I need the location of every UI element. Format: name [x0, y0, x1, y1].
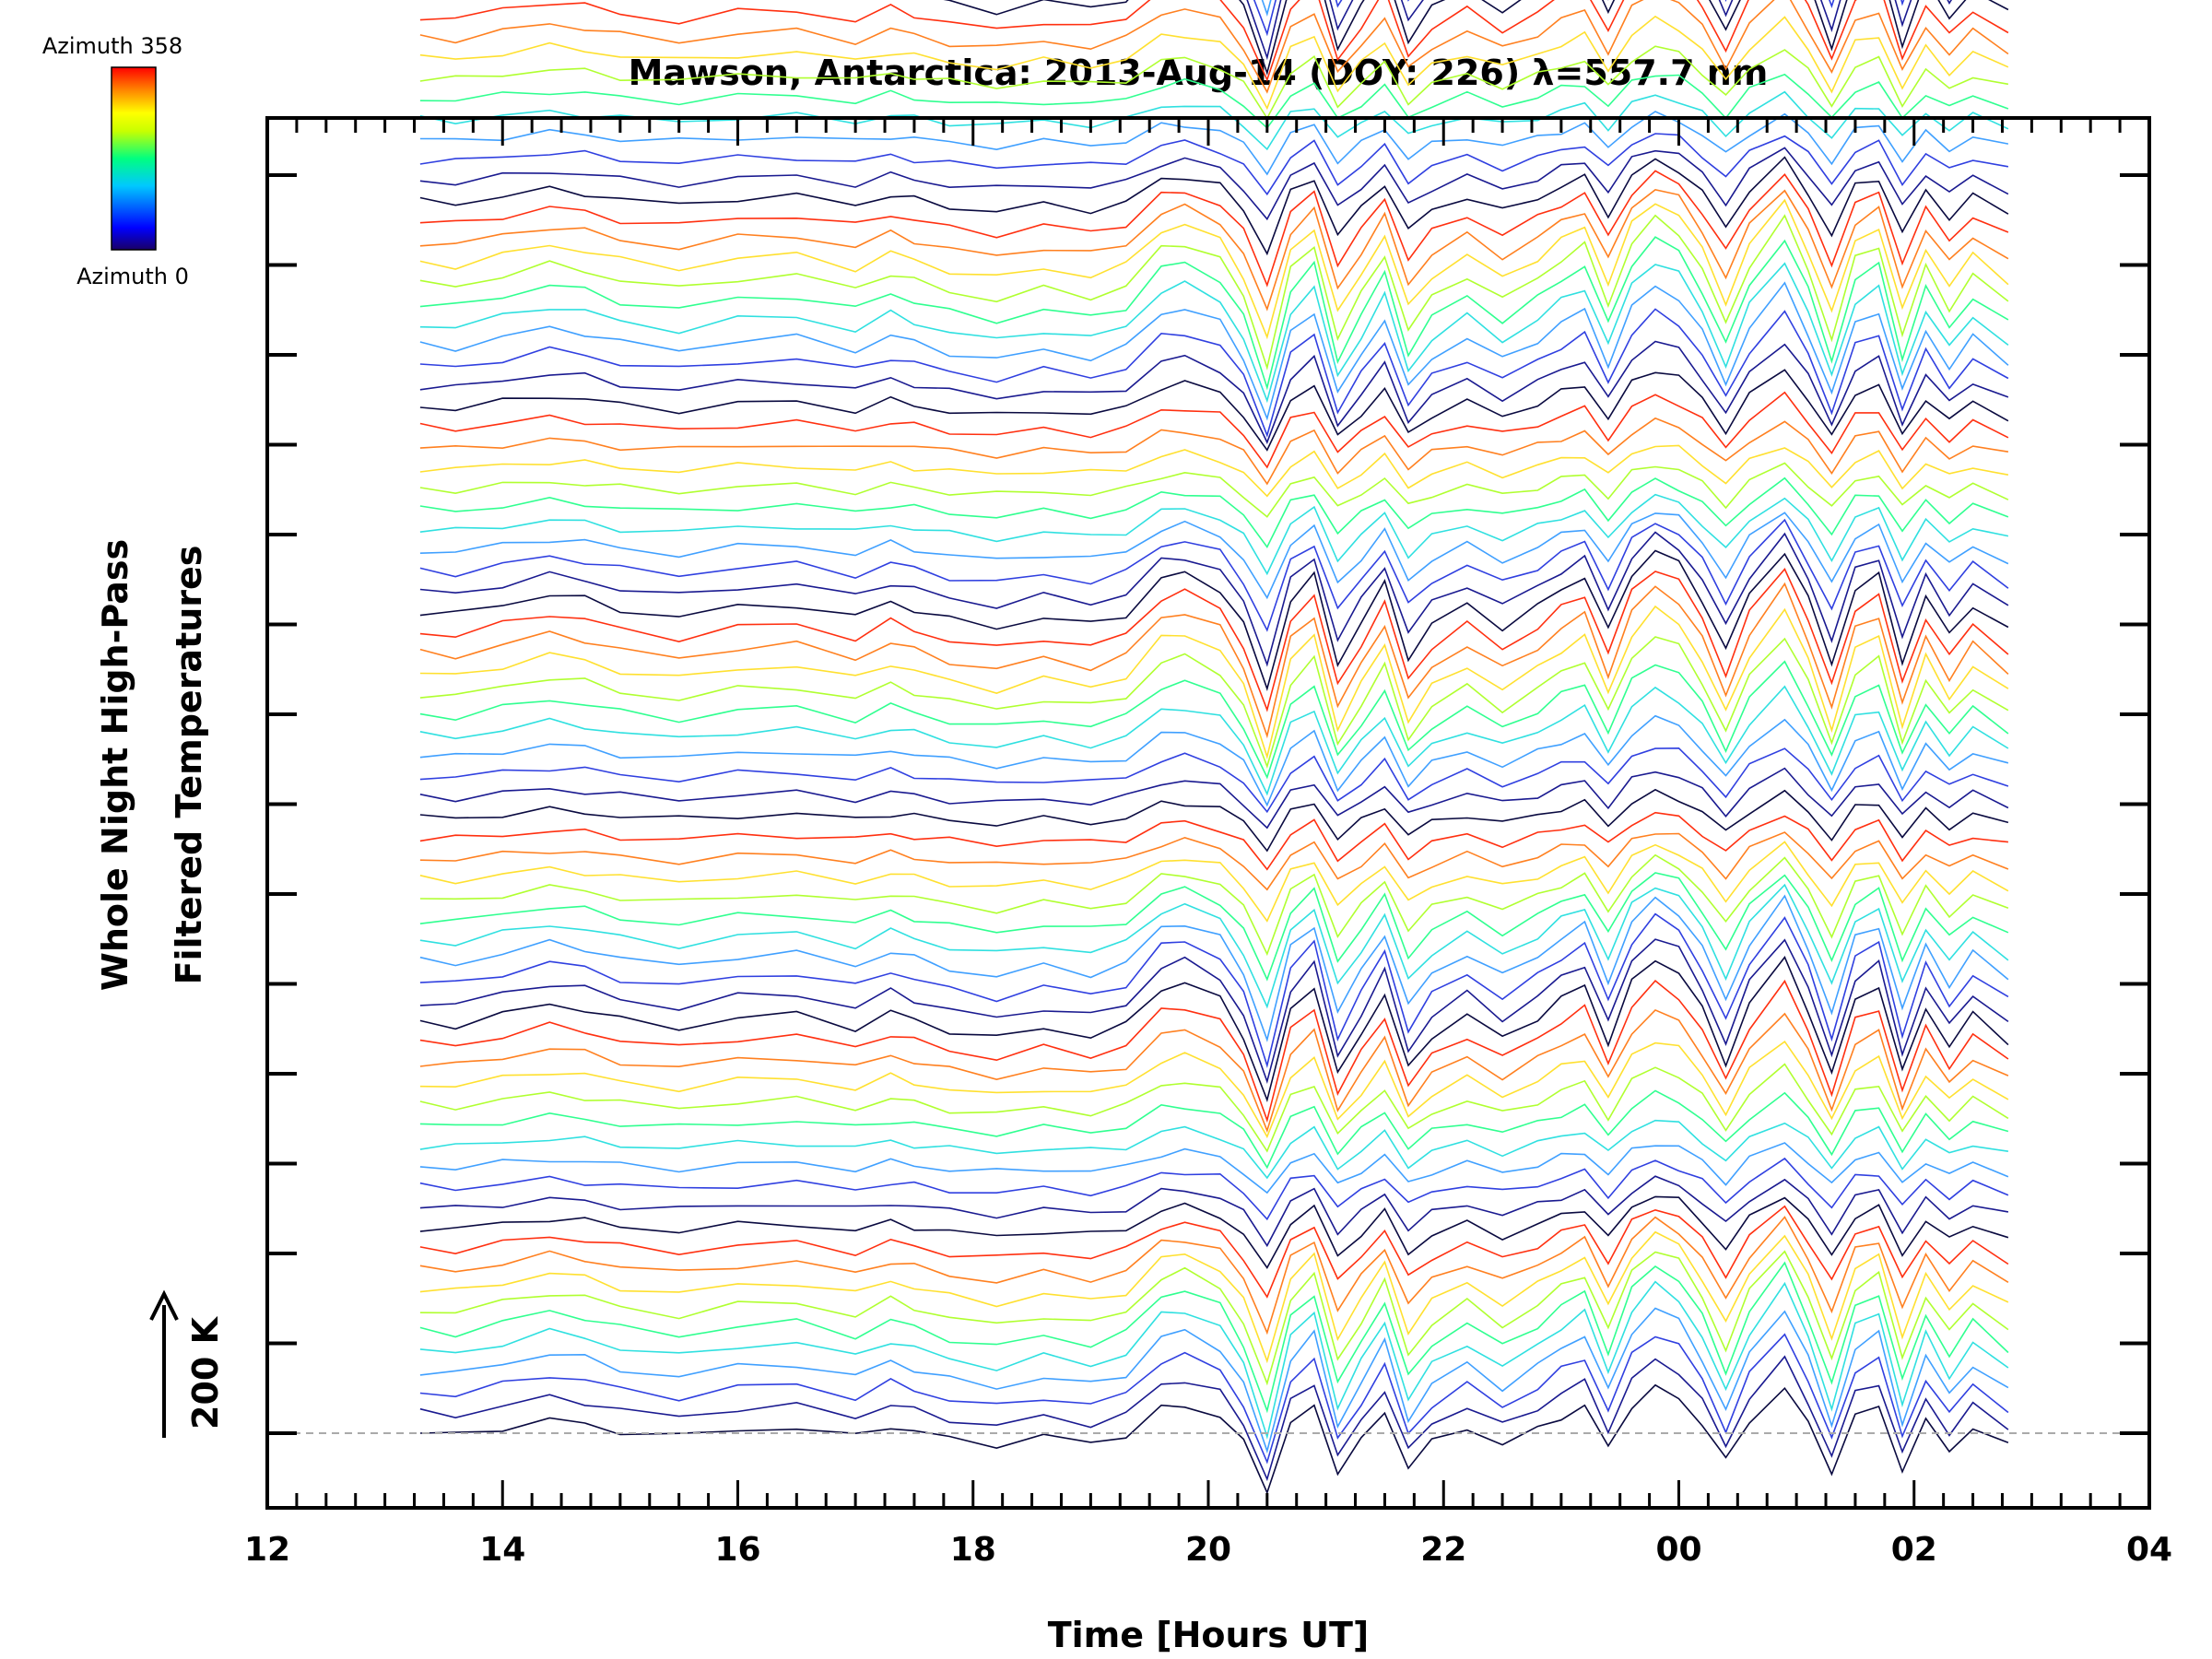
azimuth-series-line — [419, 0, 2009, 94]
azimuth-series-line — [419, 111, 2009, 176]
azimuth-series-line — [419, 462, 2009, 518]
azimuth-series-line — [419, 262, 2009, 404]
azimuth-series-line — [419, 1250, 2009, 1386]
azimuth-series-line — [419, 1175, 2009, 1248]
x-tick-label: 18 — [950, 1531, 996, 1569]
x-axis-label: Time [Hours UT] — [1048, 1615, 1370, 1655]
series-layer — [419, 0, 2009, 1495]
azimuth-series-line — [419, 1008, 2009, 1134]
azimuth-series-line — [419, 788, 2009, 853]
x-tick-label: 14 — [479, 1531, 525, 1569]
azimuth-series-line — [419, 477, 2009, 549]
azimuth-series-line — [419, 1063, 2009, 1153]
x-tick-label: 12 — [244, 1531, 290, 1569]
azimuth-series-line — [419, 15, 2009, 111]
azimuth-series-line — [1261, 0, 1272, 17]
x-tick-label: 20 — [1185, 1531, 1231, 1569]
azimuth-series-line — [419, 189, 2009, 312]
azimuth-series-line — [419, 1230, 2009, 1364]
azimuth-series-line — [419, 568, 2009, 712]
azimuth-series-line — [419, 156, 2009, 256]
azimuth-series-line — [419, 531, 2009, 667]
azimuth-series-line — [419, 493, 2009, 576]
azimuth-series-line — [419, 308, 2009, 438]
azimuth-series-line — [419, 811, 2008, 871]
azimuth-series-line — [419, 512, 2009, 600]
azimuth-series-line — [419, 340, 2009, 444]
azimuth-series-line — [419, 660, 2009, 780]
azimuth-series-line — [419, 1089, 2009, 1170]
colorbar-top-label: Azimuth 358 — [42, 33, 182, 59]
azimuth-series-line — [419, 582, 2009, 739]
azimuth-series-line — [419, 170, 2009, 288]
azimuth-series-line — [419, 1355, 2009, 1482]
azimuth-series-line — [419, 90, 2009, 151]
x-tick-label: 22 — [1420, 1531, 1466, 1569]
azimuth-series-line — [419, 1142, 2009, 1194]
azimuth-series-line — [419, 198, 2009, 340]
azimuth-series-line — [419, 391, 2009, 469]
azimuth-series-line — [419, 853, 2009, 957]
colorbar-bottom-label: Azimuth 0 — [76, 264, 189, 289]
azimuth-series-line — [419, 1383, 2009, 1495]
azimuth-series-line — [419, 831, 2009, 891]
azimuth-series-line — [419, 236, 2009, 391]
azimuth-series-line — [419, 894, 2009, 1042]
azimuth-series-line — [419, 1280, 2009, 1440]
azimuth-series-line — [419, 1216, 2009, 1335]
azimuth-series-line — [943, 0, 2009, 76]
azimuth-series-line — [419, 518, 2009, 632]
x-tick-label: 02 — [1891, 1531, 1937, 1569]
azimuth-series-line — [419, 133, 2009, 196]
azimuth-series-line — [1253, 0, 1905, 37]
azimuth-series-line — [419, 1040, 2009, 1139]
azimuth-series-line — [419, 549, 2009, 691]
azimuth-series-line — [419, 1205, 2009, 1299]
azimuth-series-line — [1246, 0, 1953, 61]
azimuth-series-line — [419, 767, 2009, 830]
scale-bar-label: 200 K — [185, 1315, 226, 1430]
azimuth-series-line — [419, 1195, 2009, 1270]
azimuth-series-line — [419, 369, 2009, 452]
azimuth-series-line — [419, 714, 2009, 807]
x-tick-label: 04 — [2126, 1531, 2172, 1569]
x-tick-label: 00 — [1655, 1531, 1701, 1569]
azimuth-series-line — [419, 956, 2009, 1103]
azimuth-series-line — [419, 281, 2009, 421]
scale-bar-arrow-head — [149, 1289, 179, 1321]
azimuth-series-line — [419, 605, 2009, 759]
azimuth-series-line — [419, 747, 2009, 814]
azimuth-series-line — [419, 938, 2009, 1085]
azimuth-series-line — [419, 841, 2009, 923]
y-axis-label-line2: Filtered Temperatures — [169, 546, 209, 985]
azimuth-series-line — [419, 0, 2009, 82]
azimuth-series-line — [419, 444, 2009, 498]
azimuth-series-line — [419, 685, 2009, 796]
azimuth-series-line — [419, 1119, 2009, 1180]
azimuth-series-line — [419, 883, 2009, 1009]
azimuth-series-line — [419, 912, 2009, 1068]
azimuth-series-line — [419, 1307, 2009, 1454]
azimuth-series-line — [419, 979, 2009, 1124]
colorbar — [111, 66, 157, 251]
azimuth-series-line — [419, 872, 2009, 982]
tick-layer — [265, 118, 2151, 1508]
x-tick-labels: 12 14 16 18 20 22 00 02 04 — [244, 1531, 2172, 1569]
azimuth-series-line — [419, 147, 2009, 221]
azimuth-series-line — [419, 417, 2009, 486]
x-tick-label: 16 — [714, 1531, 760, 1569]
azimuth-series-line — [419, 214, 2009, 371]
azimuth-series-line — [419, 1333, 2009, 1465]
azimuth-series-line — [419, 45, 2009, 120]
y-axis-label-line1: Whole Night High-Pass — [95, 539, 135, 991]
scale-bar: 200 K — [149, 1289, 226, 1438]
azimuth-series-line — [419, 1157, 2009, 1221]
azimuth-series-line — [419, 73, 2009, 129]
azimuth-series-line — [419, 636, 2009, 770]
azimuth-series-line — [419, 1261, 2009, 1414]
